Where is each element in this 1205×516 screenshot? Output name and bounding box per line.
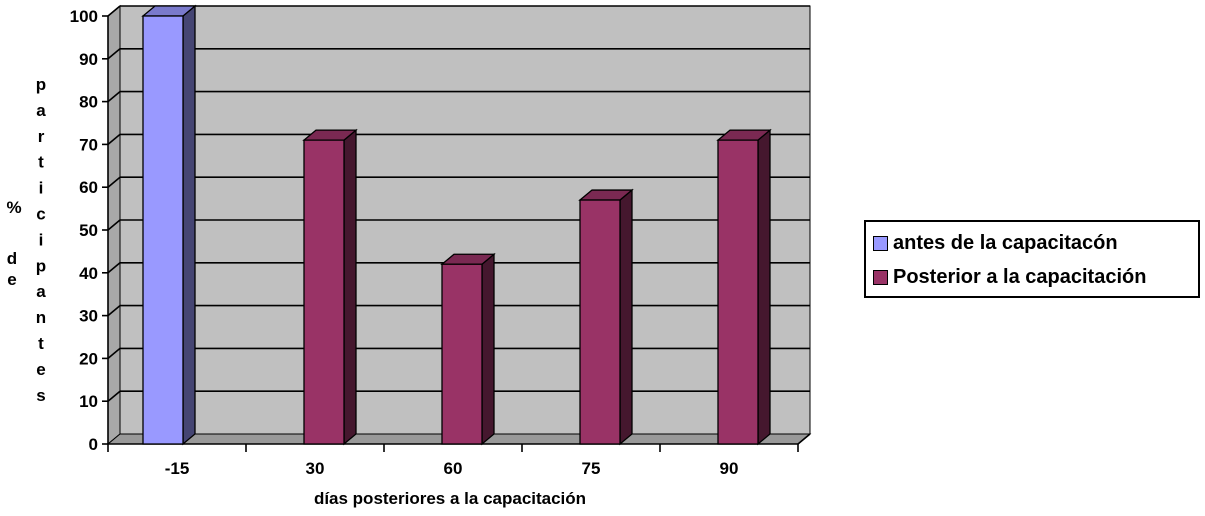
y-axis-title-letter: p [36, 75, 46, 94]
y-axis-title-letter: r [38, 127, 45, 146]
y-tick-label: 30 [79, 307, 98, 326]
y-tick-label: 70 [79, 135, 98, 154]
gridline-side [107, 90, 121, 103]
bar [142, 15, 184, 445]
y-axis-title-letter: t [38, 153, 44, 172]
y-axis-title-letter: t [38, 334, 44, 353]
x-tick-label: 75 [582, 459, 601, 478]
gridline-side [107, 133, 121, 146]
y-tick-label: 60 [79, 178, 98, 197]
gridline-side [107, 304, 121, 317]
x-tick-label: -15 [165, 459, 190, 478]
y-axis-title-letter: s [36, 386, 45, 405]
y-axis-title-percent: % [6, 198, 21, 217]
y-axis-title-letter: i [39, 230, 44, 249]
x-axis-depth [797, 433, 811, 445]
bar [579, 199, 621, 445]
x-tick-label: 90 [720, 459, 739, 478]
gridline-side [107, 5, 121, 17]
gridline-side [107, 390, 121, 402]
gridline-side [107, 262, 121, 274]
legend-label-antes: antes de la capacitacón [893, 232, 1118, 254]
gridline-side [107, 219, 121, 231]
bar [303, 139, 345, 445]
y-axis-title-letter: n [36, 308, 46, 327]
y-tick-label: 0 [89, 435, 98, 454]
y-axis-title-letter: e [36, 360, 45, 379]
legend-label-posterior: Posterior a la capacitación [893, 266, 1147, 288]
bar-side [182, 4, 196, 446]
y-axis-title-letter: p [36, 256, 46, 275]
y-tick-label: 50 [79, 221, 98, 240]
x-tick-label: 60 [444, 459, 463, 478]
y-axis-title-letter: a [36, 101, 46, 120]
legend: antes de la capacitacón Posterior a la c… [864, 220, 1200, 298]
x-axis-title: días posteriores a la capacitación [314, 489, 586, 508]
y-tick-label: 90 [79, 50, 98, 69]
bar [441, 263, 483, 445]
legend-swatch-posterior [873, 270, 888, 285]
gridline-side [107, 176, 121, 188]
y-axis-title-de-letter: d [7, 249, 17, 268]
y-tick-label: 40 [79, 264, 98, 283]
bar-side [343, 128, 357, 446]
gridline-side [107, 347, 121, 360]
x-tick-label: 30 [306, 459, 325, 478]
y-axis-title-letter: c [36, 205, 45, 224]
legend-swatch-antes [873, 236, 888, 251]
y-axis-title-letter: i [39, 179, 44, 198]
bar-side [619, 188, 633, 446]
gridline-side [107, 48, 121, 60]
y-tick-label: 20 [79, 349, 98, 368]
legend-item-antes: antes de la capacitacón [873, 232, 1118, 255]
bar-side [481, 252, 495, 446]
y-tick-label: 80 [79, 93, 98, 112]
bar-side [757, 128, 771, 446]
y-tick-label: 100 [70, 7, 98, 26]
y-axis-title-de-letter: e [7, 270, 16, 289]
y-tick-label: 10 [79, 392, 98, 411]
bar [717, 139, 759, 445]
y-axis-title-letter: a [36, 282, 46, 301]
legend-item-posterior: Posterior a la capacitación [873, 266, 1146, 289]
